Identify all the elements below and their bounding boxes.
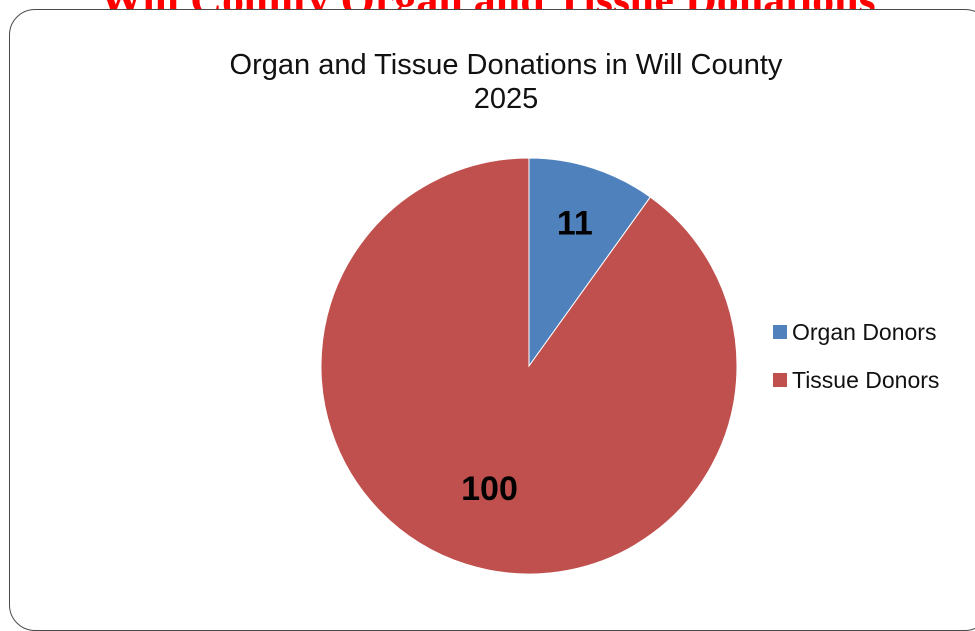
legend-swatch-tissue bbox=[773, 373, 787, 387]
pie-slice-tissue-donors bbox=[320, 157, 738, 575]
legend-item-organ-donors: Organ Donors bbox=[773, 318, 939, 345]
legend-swatch-organ bbox=[773, 325, 787, 339]
chart-title-block: Organ and Tissue Donations in Will Count… bbox=[0, 48, 975, 116]
data-label-organ-donors: 11 bbox=[557, 204, 593, 242]
legend-item-tissue-donors: Tissue Donors bbox=[773, 366, 940, 393]
pie-chart: 11 100 bbox=[320, 157, 738, 575]
legend-label-organ: Organ Donors bbox=[792, 318, 937, 345]
chart-subtitle: 2025 bbox=[473, 83, 539, 115]
data-label-tissue-donors: 100 bbox=[461, 470, 518, 508]
chart-title: Organ and Tissue Donations in Will Count… bbox=[229, 49, 783, 81]
legend-label-tissue: Tissue Donors bbox=[792, 366, 940, 393]
pie-slice-organ-donors bbox=[528, 157, 652, 368]
chart-legend: Organ Donors Tissue Donors bbox=[773, 318, 940, 416]
